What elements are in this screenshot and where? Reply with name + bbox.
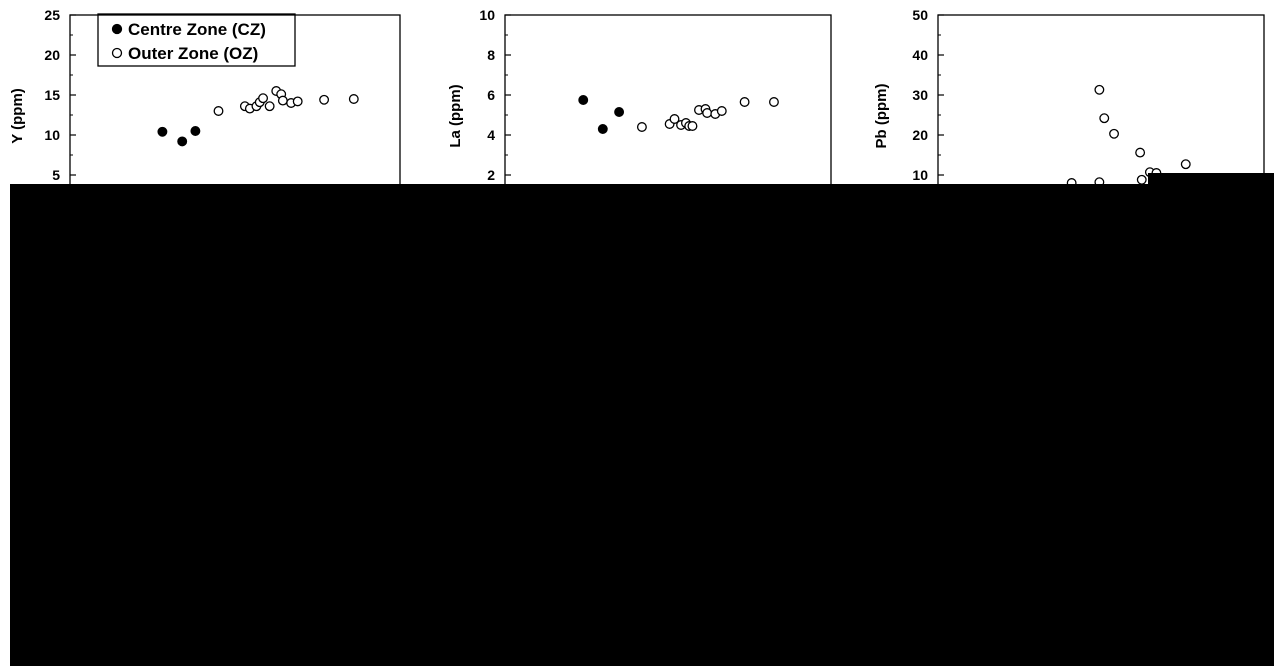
pb-outer-zone-point-2 [1094,84,1105,95]
y-tick-label-30: 30 [912,87,928,103]
y-tick-label-20: 20 [44,47,60,63]
la-outer-zone-point-13 [769,97,779,107]
occluding-black-region-right [1148,173,1274,193]
y-tick-label-2: 2 [487,167,495,183]
y-tick-label-5: 5 [52,167,60,183]
y-tick-label-20: 20 [912,127,928,143]
y-tick-label-4: 4 [487,127,495,143]
la-outer-zone-point-12 [739,97,750,107]
y-tick-label-25: 25 [44,7,60,23]
y-tick-label-8: 8 [487,47,495,63]
y-axis-label: La (ppm) [447,84,464,147]
y-tick-label-10: 10 [44,127,60,143]
occluding-black-region [10,184,1274,666]
y-tick-label-40: 40 [912,47,928,63]
y-outer-zone-point-0 [213,106,224,116]
data-points [1066,84,1191,188]
y-axis-ticks: 5 10 15 20 25 [44,7,76,196]
panel-la: 2 4 6 8 10 La (ppm) [447,7,832,216]
y-centre-zone-point-0 [157,126,168,137]
la-outer-zone-point-6 [687,121,698,131]
y-tick-label-10: 10 [912,167,928,183]
pb-outer-zone-point-3 [1099,113,1110,124]
y-outer-zone-point-9 [277,95,288,106]
la-centre-zone-point-2 [614,107,625,117]
y-tick-label-10: 10 [479,7,495,23]
legend-marker-outer-zone [111,47,123,59]
la-outer-zone-point-0 [636,122,647,132]
legend-box [97,13,296,67]
y-axis-ticks: 10 20 30 40 50 [912,7,944,196]
y-tick-label-50: 50 [912,7,928,23]
panel-y: 5 10 15 20 25 Y (ppm) Centre Zone (CZ) Outer… [9,7,401,216]
y-outer-zone-point-6 [264,101,275,112]
y-centre-zone-point-2 [190,126,201,136]
pb-outer-zone-point-5 [1135,147,1146,158]
legend-label-outer-zone: Outer Zone (OZ) [128,44,258,63]
y-tick-label-6: 6 [487,87,495,103]
la-centre-zone-point-1 [597,124,608,134]
y-outer-zone-point-12 [319,94,330,105]
y-axis-ticks: 2 4 6 8 10 [479,7,511,196]
pb-outer-zone-point-4 [1109,128,1119,139]
legend-label-centre-zone: Centre Zone (CZ) [128,20,266,39]
y-axis-label: Y (ppm) [9,88,26,144]
pb-outer-zone-point-9 [1180,159,1191,170]
y-centre-zone-point-1 [177,136,188,147]
y-axis-label: Pb (ppm) [873,84,890,149]
y-outer-zone-point-11 [292,96,303,107]
y-tick-label-15: 15 [44,87,60,103]
la-outer-zone-point-9 [702,108,713,118]
pb-outer-zone-point-6 [1136,174,1147,185]
legend-marker-centre-zone [111,23,123,35]
la-centre-zone-point-0 [578,95,589,105]
la-outer-zone-point-11 [716,106,727,116]
la-outer-zone-point-2 [669,114,680,124]
y-outer-zone-point-13 [348,94,359,104]
data-points [157,86,359,147]
data-points [578,95,779,134]
legend: Centre Zone (CZ) Outer Zone (OZ) [97,13,296,67]
y-outer-zone-point-5 [258,93,269,104]
